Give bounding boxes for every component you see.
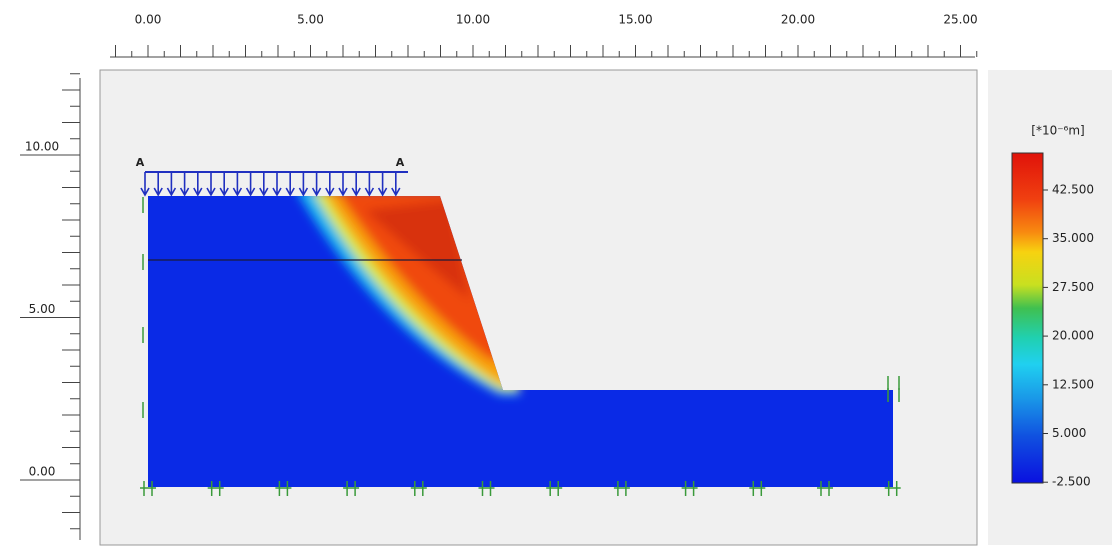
fixity: [681, 481, 698, 496]
fixity: [887, 388, 900, 402]
load-arrow: [391, 172, 401, 197]
load-arrow: [272, 172, 282, 197]
load-arrow: [245, 172, 256, 197]
top-ruler-label: 10.00: [456, 13, 490, 27]
top-ruler-label: 5.00: [297, 13, 324, 27]
soil-body: [148, 196, 893, 487]
load-arrow: [219, 172, 229, 197]
fixity: [817, 481, 833, 496]
fixity: [478, 481, 495, 496]
left-ruler-label: 10.00: [25, 140, 59, 154]
fixity: [884, 481, 901, 496]
fixity: [140, 481, 156, 496]
load-arrow: [325, 172, 335, 197]
load-arrow: [311, 172, 322, 197]
left-ruler-label: 5.00: [29, 302, 56, 316]
left-ruler-label: 0.00: [29, 465, 56, 479]
load-arrow: [193, 172, 203, 197]
top-ruler-label: 0.00: [135, 13, 162, 27]
legend-unit: [*10⁻⁶m]: [1031, 124, 1084, 138]
fixity: [275, 481, 292, 496]
load-label: A: [136, 156, 145, 169]
legend-label: 27.500: [1052, 280, 1094, 294]
load-arrow: [140, 172, 150, 197]
load-arrow: [153, 172, 163, 197]
legend-label: -2.500: [1052, 475, 1091, 489]
load-arrow: [377, 172, 388, 197]
load-arrow: [206, 172, 216, 197]
top-ruler-label: 25.00: [943, 13, 977, 27]
fixity: [410, 481, 427, 496]
color-bar: [1011, 152, 1044, 484]
legend-label: 5.000: [1052, 426, 1086, 440]
fixity: [343, 481, 360, 496]
legend-label: 20.000: [1052, 329, 1094, 343]
fixity: [887, 376, 900, 390]
load-arrow: [285, 172, 295, 197]
load-arrow: [338, 172, 348, 197]
load-arrow: [166, 172, 177, 197]
fixity: [613, 481, 630, 496]
legend-label: 35.000: [1052, 231, 1094, 245]
legend-panel: [988, 70, 1112, 545]
fixity: [546, 481, 563, 496]
legend-label: 42.500: [1052, 183, 1094, 197]
fixity: [207, 481, 224, 496]
top-ruler-label: 15.00: [618, 13, 652, 27]
load-label: A: [396, 156, 405, 169]
load-arrow: [179, 172, 190, 197]
load-arrow: [351, 172, 361, 197]
load-arrow: [259, 172, 269, 197]
load-arrow: [232, 172, 243, 197]
legend-label: 12.500: [1052, 377, 1094, 391]
load-arrow: [364, 172, 375, 197]
load-arrow: [298, 172, 309, 197]
top-ruler-label: 20.00: [781, 13, 815, 27]
fixity: [749, 481, 766, 496]
